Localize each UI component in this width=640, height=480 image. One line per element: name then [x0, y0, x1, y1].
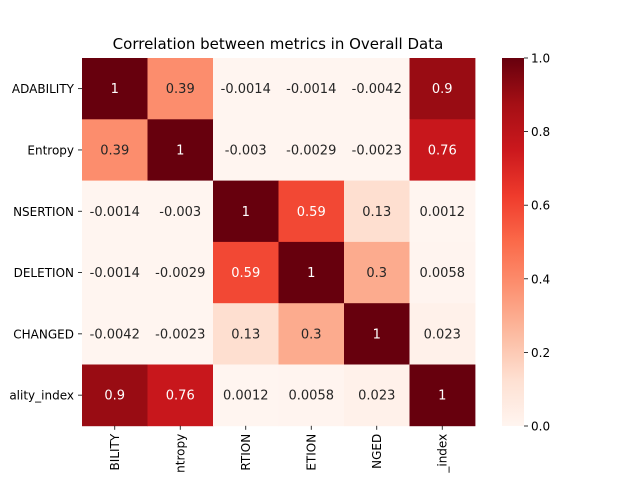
heatmap-cell-r0-c0: [82, 58, 148, 120]
colorbar-gradient: [502, 58, 524, 426]
heatmap-cell-r0-c3: [278, 58, 345, 120]
heatmap-cell-r3-c2: [213, 241, 279, 304]
heatmap-cell-label-r3-c2: 0.59: [231, 266, 260, 281]
heatmap-cell-label-r0-c0: 1: [111, 82, 119, 97]
y-axis-ticks: ADABILITY Entropy NSERTION DELETION CHANGED a…: [9, 82, 82, 403]
heatmap-cell-r3-c1: [147, 241, 214, 304]
heatmap-cell-label-r2-c5: 0.0012: [420, 205, 466, 220]
heatmap-cell-r2-c3: [278, 180, 345, 243]
heatmap-cell-r5-c2: [213, 364, 279, 427]
heatmap-cell-label-r2-c4: 0.13: [362, 205, 391, 220]
heatmap-cell-r1-c1: [147, 119, 214, 181]
heatmap-cell-labels: 1 0.39 -0.0014 -0.0014 -0.0042 0.9 0.39 1 -0.003…: [90, 82, 466, 404]
heatmap-cell-r4-c2: [213, 303, 279, 365]
heatmap-cell-r4-c5: [409, 303, 476, 365]
heatmap-cell-label-r3-c0: -0.0014: [90, 266, 140, 281]
heatmap-cell-r1-c4: [344, 119, 410, 181]
y-tick-label: CHANGED: [13, 327, 74, 341]
heatmap-cell-r5-c4: [344, 364, 410, 427]
heatmap-cell-label-r1-c3: -0.0029: [286, 143, 336, 158]
x-tick-label: _index: [436, 434, 450, 474]
heatmap-cell-label-r3-c3: 1: [307, 266, 315, 281]
heatmap-cell-label-r1-c4: -0.0023: [352, 143, 402, 158]
heatmap-cell-label-r0-c4: -0.0042: [352, 82, 402, 97]
heatmap-cell-label-r4-c3: 0.3: [301, 327, 322, 342]
heatmap-cell-r1-c3: [278, 119, 345, 181]
heatmap-cell-r3-c3: [278, 241, 345, 304]
heatmap-cell-r3-c4: [344, 241, 410, 304]
x-tick-label: RTION: [239, 434, 253, 471]
heatmap-cell-label-r4-c4: 1: [373, 327, 381, 342]
heatmap-cell-label-r1-c0: 0.39: [100, 143, 129, 158]
y-tick-label: Entropy: [27, 143, 74, 157]
heatmap-cell-label-r0-c5: 0.9: [432, 82, 453, 97]
heatmap-cell-label-r0-c3: -0.0014: [286, 82, 336, 97]
heatmap-cell-label-r1-c1: 1: [176, 143, 184, 158]
heatmap-cell-label-r5-c1: 0.76: [166, 389, 195, 404]
heatmap-cell-label-r2-c1: -0.003: [159, 205, 201, 220]
heatmap-cell-r0-c5: [409, 58, 476, 120]
heatmap-cell-r4-c0: [82, 303, 148, 365]
x-tick-label: NGED: [370, 434, 384, 469]
heatmap-cell-r0-c2: [213, 58, 279, 120]
heatmap-cell-r4-c3: [278, 303, 345, 365]
heatmap-cell-r2-c0: [82, 180, 148, 243]
heatmap-cell-r5-c5: [409, 364, 476, 427]
heatmap-cell-label-r4-c1: -0.0023: [155, 327, 205, 342]
heatmap-cell-r2-c5: [409, 180, 476, 243]
y-tick-label: ality_index: [9, 389, 74, 403]
colorbar-ticks: 0.0 0.2 0.4 0.6 0.8 1.0: [524, 52, 550, 434]
colorbar-tick-label: 0.4: [531, 272, 550, 286]
heatmap-cell-label-r5-c3: 0.0058: [289, 389, 335, 404]
colorbar-tick-label: 0.2: [531, 346, 550, 360]
x-tick-label: ntropy: [174, 434, 188, 473]
heatmap-cell-label-r2-c2: 1: [242, 205, 250, 220]
heatmap-cell-r0-c4: [344, 58, 410, 120]
heatmap-cell-label-r5-c4: 0.023: [358, 389, 395, 404]
y-tick-label: NSERTION: [13, 205, 74, 219]
heatmap-cell-label-r4-c5: 0.023: [424, 327, 461, 342]
heatmap-cell-label-r0-c2: -0.0014: [221, 82, 271, 97]
y-tick-label: ADABILITY: [12, 82, 75, 96]
y-tick-label: DELETION: [14, 266, 74, 280]
heatmap-cell-r5-c1: [147, 364, 214, 427]
heatmap-cell-label-r5-c2: 0.0012: [223, 389, 269, 404]
heatmap-cell-r1-c5: [409, 119, 476, 181]
heatmap-cell-label-r1-c5: 0.76: [428, 143, 457, 158]
heatmap-cell-label-r0-c1: 0.39: [166, 82, 195, 97]
heatmap-cell-r2-c2: [213, 180, 279, 243]
colorbar-tick-label: 0.8: [531, 125, 550, 139]
heatmap-cell-r2-c4: [344, 180, 410, 243]
heatmap-cells: [82, 58, 476, 427]
heatmap-cell-r3-c5: [409, 241, 476, 304]
x-tick-label: ETION: [305, 434, 319, 471]
chart-title: Correlation between metrics in Overall D…: [113, 35, 444, 53]
heatmap-cell-r0-c1: [147, 58, 214, 120]
heatmap-cell-label-r5-c0: 0.9: [104, 389, 125, 404]
heatmap-cell-label-r4-c0: -0.0042: [90, 327, 140, 342]
heatmap-cell-label-r3-c5: 0.0058: [420, 266, 466, 281]
heatmap-cell-r5-c3: [278, 364, 345, 427]
heatmap-cell-r3-c0: [82, 241, 148, 304]
heatmap-cell-r1-c0: [82, 119, 148, 181]
heatmap-cell-label-r3-c1: -0.0029: [155, 266, 205, 281]
x-tick-label: BILITY: [108, 433, 122, 470]
heatmap-cell-r5-c0: [82, 364, 148, 427]
colorbar-tick-label: 0.6: [531, 199, 550, 213]
heatmap-cell-r1-c2: [213, 119, 279, 181]
heatmap-cell-label-r2-c3: 0.59: [297, 205, 326, 220]
x-axis-ticks: BILITY ntropy RTION ETION NGED _index: [108, 425, 450, 474]
colorbar-tick-label: 0.0: [531, 420, 550, 434]
heatmap-cell-label-r4-c2: 0.13: [231, 327, 260, 342]
colorbar-tick-label: 1.0: [531, 52, 550, 66]
heatmap-cell-label-r3-c4: 0.3: [366, 266, 387, 281]
heatmap-cell-label-r1-c2: -0.003: [225, 143, 267, 158]
heatmap-cell-label-r2-c0: -0.0014: [90, 205, 140, 220]
colorbar: [502, 58, 524, 426]
heatmap-cell-r2-c1: [147, 180, 214, 243]
heatmap-cell-label-r5-c5: 1: [438, 389, 446, 404]
heatmap-cell-r4-c4: [344, 303, 410, 365]
heatmap-cell-r4-c1: [147, 303, 214, 365]
